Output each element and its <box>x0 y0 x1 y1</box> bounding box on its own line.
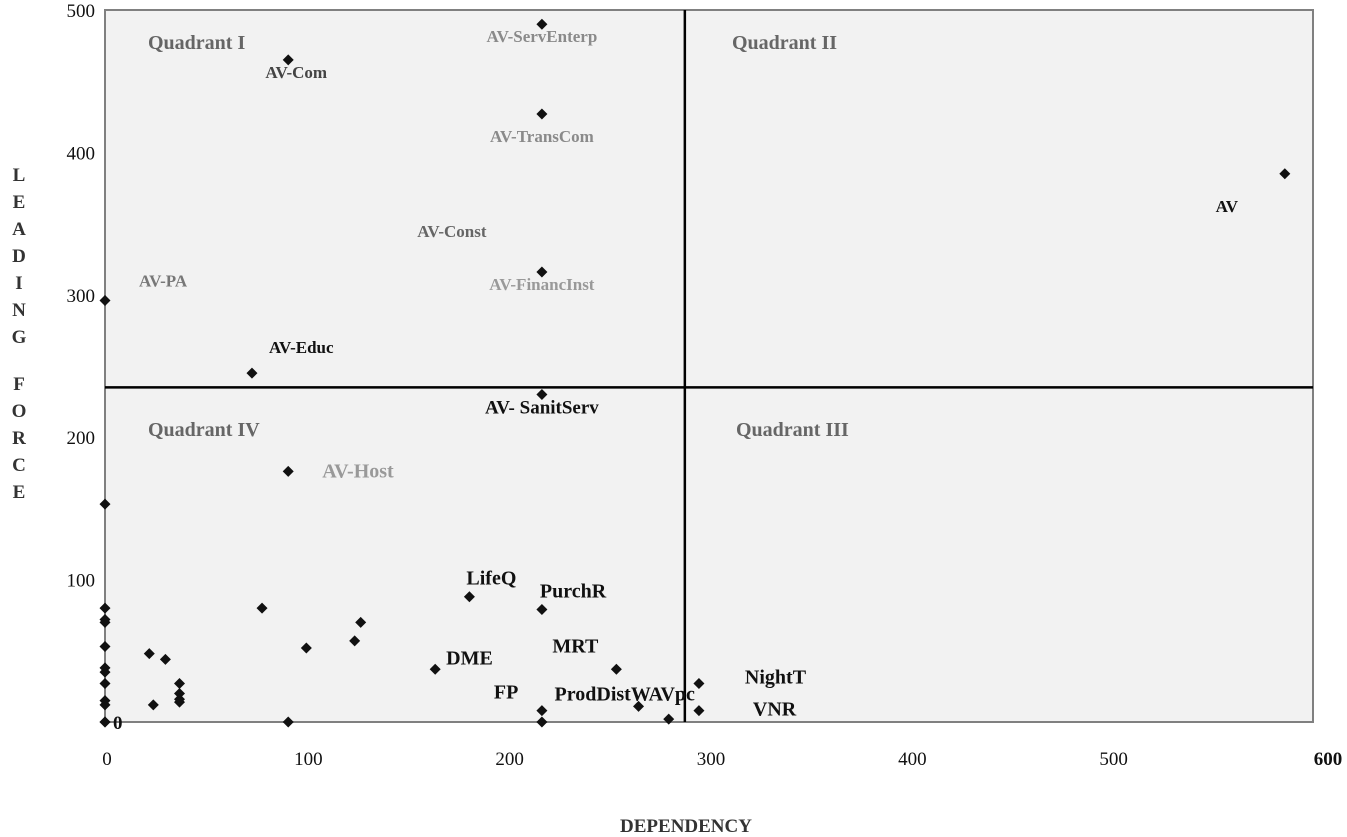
data-point <box>1279 168 1291 180</box>
data-point <box>99 616 111 628</box>
y-axis-title-letter: G <box>12 327 27 348</box>
data-point <box>99 498 111 510</box>
data-point <box>536 716 548 728</box>
x-axis-ticks: 0 100 200 300 400 500 600 <box>102 749 1342 770</box>
data-point <box>536 388 548 400</box>
data-point <box>536 705 548 717</box>
point-label: AV-FinancInst <box>489 275 595 294</box>
point-label: ProdDistWAVpc <box>555 683 696 705</box>
point-label: AV-ServEnterp <box>486 27 597 46</box>
data-point <box>355 616 367 628</box>
point-label: LifeQ <box>466 568 516 590</box>
y-tick-label: 100 <box>67 571 96 592</box>
data-point <box>693 705 705 717</box>
data-point <box>536 604 548 616</box>
point-label: VNR <box>753 699 797 721</box>
point-label: MRT <box>552 635 599 657</box>
data-point <box>693 678 705 690</box>
y-axis-ticks: 100 200 300 400 500 <box>67 1 96 592</box>
point-label: AV-Host <box>322 460 394 482</box>
x-tick-label: 300 <box>697 749 726 770</box>
y-axis-title-letter: L <box>13 165 26 186</box>
data-point <box>99 602 111 614</box>
data-point <box>282 716 294 728</box>
y-axis-title-letter: E <box>13 192 26 213</box>
data-point <box>173 678 185 690</box>
data-point <box>99 678 111 690</box>
y-axis-title-letter: N <box>12 300 26 321</box>
data-point <box>173 688 185 700</box>
data-point <box>246 367 258 379</box>
point-label: AV- SanitServ <box>485 397 599 418</box>
data-point <box>99 716 111 728</box>
y-tick-label: 400 <box>67 143 96 164</box>
data-point <box>463 591 475 603</box>
point-label: AV-Educ <box>269 338 334 357</box>
y-axis-title-letter: F <box>13 374 25 395</box>
y-tick-label: 300 <box>67 286 96 307</box>
y-axis-title-letter: E <box>13 482 26 503</box>
data-point <box>99 666 111 678</box>
data-point <box>147 699 159 711</box>
data-point <box>256 602 268 614</box>
y-tick-label: 200 <box>67 428 96 449</box>
point-label: AV-PA <box>139 271 188 290</box>
data-point <box>429 663 441 675</box>
quadrant-label: Quadrant I <box>148 32 245 54</box>
data-point <box>159 653 171 665</box>
quadrant-label: Quadrant II <box>732 32 837 54</box>
point-label: FP <box>494 682 518 704</box>
y-axis-title-letter: O <box>12 401 27 422</box>
point-label: PurchR <box>540 581 607 603</box>
y-axis-title-letter: A <box>12 219 26 240</box>
y-axis-title-letter: I <box>15 273 22 294</box>
quadrant-label: Quadrant III <box>736 419 849 441</box>
y-axis-title-letter: D <box>12 246 26 267</box>
data-point <box>536 18 548 30</box>
quadrant-dividers <box>105 10 1313 722</box>
data-point <box>282 465 294 477</box>
quadrant-labels: Quadrant I Quadrant II Quadrant III Quadran… <box>148 32 849 441</box>
x-axis-title: DEPENDENCY <box>620 816 752 837</box>
point-label: AV-Const <box>417 222 487 241</box>
point-label: AV-TransCom <box>490 127 594 146</box>
y-axis-title-letter: C <box>12 455 26 476</box>
point-label: AV <box>1216 197 1239 216</box>
data-point <box>143 648 155 660</box>
data-point <box>173 696 185 708</box>
x-tick-label: 500 <box>1099 749 1128 770</box>
data-point <box>99 641 111 653</box>
labeled-points: AV-ServEnterp AV-Com AV-TransCom AV AV-Const… <box>99 18 1291 734</box>
plot-area <box>104 9 1314 723</box>
data-point <box>99 699 111 711</box>
x-tick-label: 0 <box>102 749 112 770</box>
y-tick-label: 500 <box>67 1 96 22</box>
data-point <box>536 266 548 278</box>
point-label: DME <box>446 647 493 669</box>
unlabeled-points <box>99 498 675 728</box>
data-point <box>282 54 294 66</box>
point-label: 0 <box>113 713 123 734</box>
x-tick-label: 100 <box>294 749 323 770</box>
y-axis-title-letter: R <box>12 428 26 449</box>
data-point <box>610 663 622 675</box>
data-point <box>536 108 548 120</box>
data-point <box>300 642 312 654</box>
point-label: NightT <box>745 667 807 689</box>
data-point <box>663 713 675 725</box>
point-label: AV-Com <box>265 63 327 82</box>
x-tick-label: 200 <box>495 749 524 770</box>
quadrant-label: Quadrant IV <box>148 419 260 441</box>
x-tick-label: 400 <box>898 749 927 770</box>
data-point <box>99 294 111 306</box>
data-point <box>349 635 361 647</box>
x-tick-label: 600 <box>1314 749 1343 770</box>
data-point <box>633 700 645 712</box>
